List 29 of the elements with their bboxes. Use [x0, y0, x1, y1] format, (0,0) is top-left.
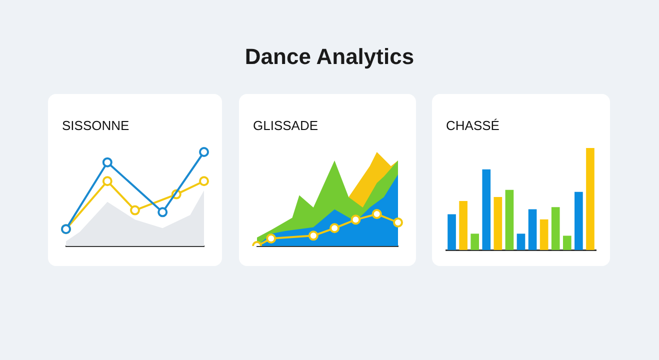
- bar: [482, 169, 491, 250]
- point: [102, 176, 112, 186]
- bar: [528, 209, 537, 250]
- bar: [505, 190, 514, 250]
- point: [372, 209, 382, 220]
- bar: [551, 207, 560, 250]
- text: Dance Analytics: [244, 44, 416, 70]
- point: [130, 205, 140, 216]
- bar: [448, 214, 456, 250]
- bar: [586, 148, 594, 250]
- chart-title: GLISSADE: [253, 118, 318, 133]
- point: [266, 233, 276, 244]
- point: [102, 157, 112, 168]
- bar: [516, 234, 526, 250]
- chart-title: SISSONNE: [62, 118, 130, 133]
- bar: [562, 236, 572, 250]
- bar: [540, 219, 548, 250]
- point: [158, 207, 168, 218]
- point: [350, 214, 361, 225]
- bar: [459, 201, 468, 250]
- point: [308, 230, 318, 241]
- point: [199, 176, 209, 186]
- point: [393, 218, 403, 228]
- bar: [574, 192, 583, 250]
- point: [199, 147, 209, 157]
- bar: [494, 196, 502, 250]
- bar: [470, 234, 480, 250]
- point: [330, 223, 340, 234]
- chart-title: CHASSÉ: [446, 118, 500, 133]
